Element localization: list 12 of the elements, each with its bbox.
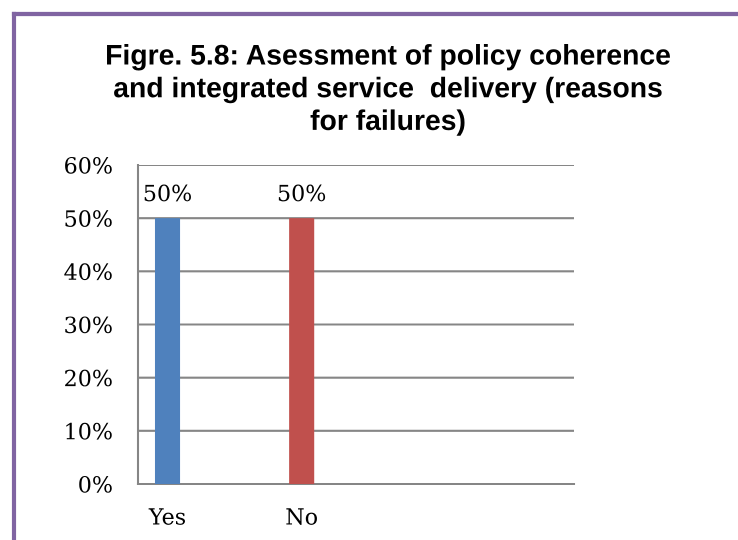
x-tick-label: No: [286, 508, 317, 525]
y-tick-label: 0%: [79, 476, 112, 493]
chart-title: Figre. 5.8: Asessment of policy coherence and integrated service delivery (reasons for failures): [107, 44, 670, 136]
y-tick-label: 40%: [64, 263, 112, 280]
y-tick-label: 20%: [65, 370, 112, 386]
y-tick-label: 60%: [65, 156, 112, 174]
y-tick-label: 30%: [65, 316, 112, 334]
y-tick-label: 50%: [65, 210, 112, 227]
data-label: 50%: [278, 184, 326, 202]
data-label: 50%: [144, 184, 191, 202]
y-tick-label: 10%: [66, 422, 112, 440]
x-tick-label: Yes: [148, 508, 186, 525]
